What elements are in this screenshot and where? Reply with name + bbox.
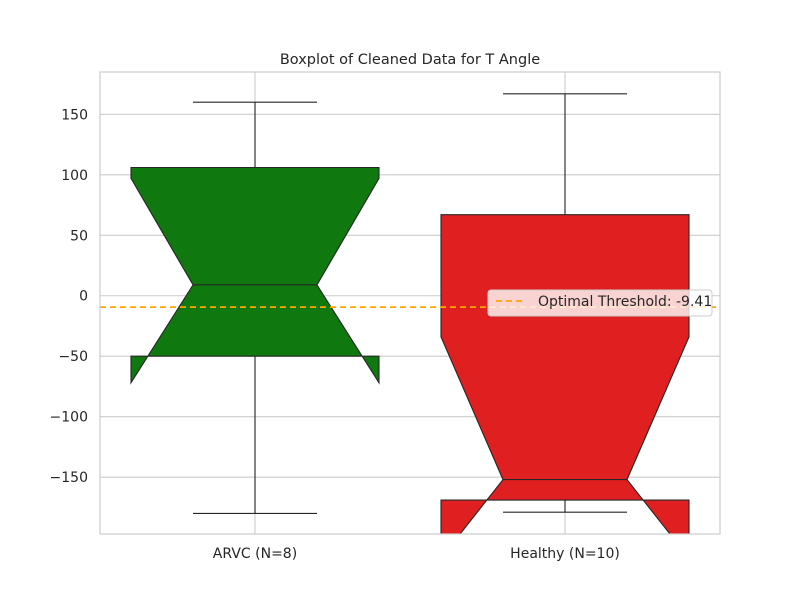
y-tick-labels: 150 100 50 0 −50 −100 −150 [50,107,88,486]
box-arvc [130,101,380,514]
y-tick-label: 100 [61,168,88,184]
plot-frame [99,71,721,535]
legend-label-threshold: Optimal Threshold: -9.41 [538,294,712,310]
y-tick-label: −150 [50,470,88,486]
legend: Optimal Threshold: -9.41 [487,289,713,317]
y-tick-label: −100 [50,410,88,426]
box-body [130,166,380,385]
y-tick-label: −50 [58,349,88,365]
y-tick-label: 0 [79,289,88,305]
y-tick-label: 150 [61,107,88,123]
x-tick-label: Healthy (N=10) [510,546,620,562]
chart-title: Boxplot of Cleaned Data for T Angle [280,52,540,68]
legend-box [487,289,713,317]
y-tick-label: 50 [70,228,88,244]
x-tick-label: ARVC (N=8) [213,546,297,562]
x-tick-labels: ARVC (N=8) Healthy (N=10) [213,546,620,562]
